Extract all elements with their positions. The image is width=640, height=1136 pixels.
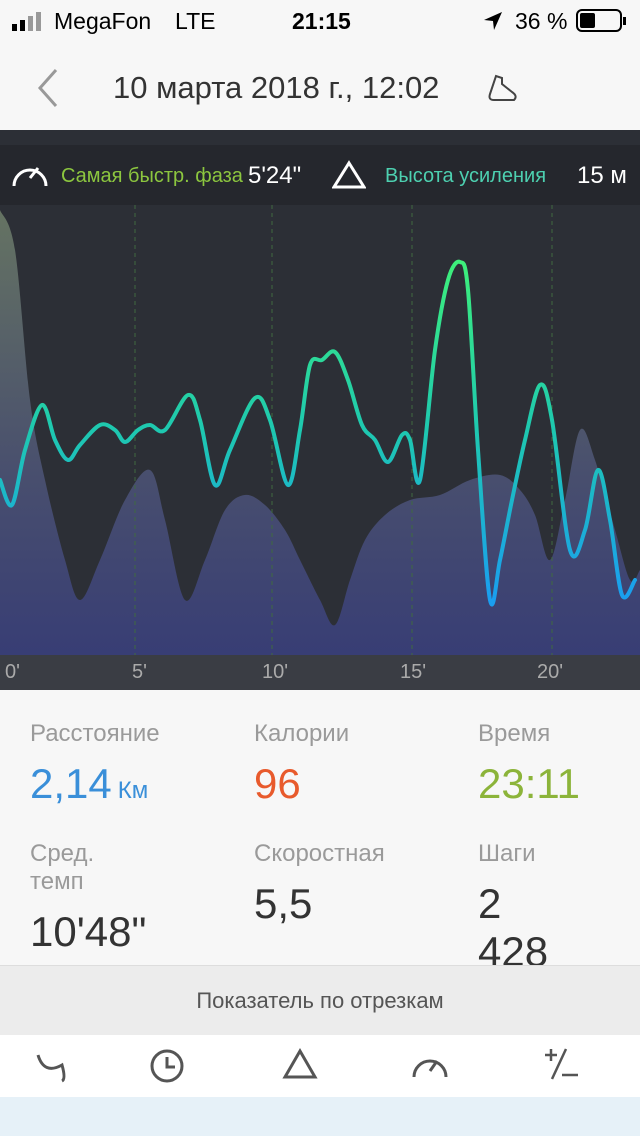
stat: Сред. темп 10'48"	[30, 840, 146, 956]
top-bar: MegaFon LTE 21:15 36 % 10 марта 2018 г.,…	[0, 0, 640, 130]
stat-label: Сред. темп	[30, 840, 95, 895]
diff-tab[interactable]	[545, 1048, 578, 1080]
stat: Калории 96	[254, 720, 349, 808]
stat-unit: Км	[117, 777, 149, 804]
title: 10 марта 2018 г., 12:02	[113, 70, 440, 105]
carrier: MegaFon	[54, 8, 152, 34]
stat-number: 5,5	[254, 880, 313, 927]
stat-value: 5,5	[254, 880, 385, 928]
signal-icon	[12, 12, 41, 31]
gain-label: Высота усиления	[385, 165, 547, 187]
clock: 21:15	[292, 8, 351, 34]
pace-line	[0, 259, 637, 607]
elevation-tab[interactable]	[282, 1047, 318, 1079]
pace-tab[interactable]	[412, 1059, 448, 1078]
gain-value: 15 м	[577, 162, 627, 189]
stat: Время 23:11	[478, 720, 580, 808]
stat-value: 10'48"	[30, 908, 146, 956]
speed-icon	[12, 167, 48, 187]
stat-number: 23:11	[478, 760, 580, 807]
x-tick-label: 0'	[5, 661, 20, 683]
elevation-icon	[332, 160, 366, 189]
time-tab[interactable]	[150, 1049, 184, 1083]
stat-value: 23:11	[478, 760, 580, 808]
chart-info-bar	[0, 145, 640, 205]
stat-value: 2 428	[478, 880, 548, 976]
chart: 0' 5' 10' 15' 20'	[0, 205, 640, 690]
location-icon	[484, 12, 502, 30]
stat-number: 10'48"	[30, 908, 147, 955]
x-tick-label: 10'	[262, 661, 288, 683]
stat-label: Расстояние	[30, 720, 160, 747]
chart-panel: Самая быстр. фаза 5'24" Высота усиления …	[0, 130, 640, 690]
stat: Расстояние 2,14 Км	[30, 720, 160, 808]
x-axis-band	[0, 655, 640, 690]
stat-value: 96	[254, 760, 349, 808]
stat-label: Шаги	[478, 840, 536, 867]
elevation-area	[0, 210, 640, 655]
route-tab[interactable]	[36, 1054, 66, 1083]
stat-label: Время	[478, 720, 551, 747]
segments-title: Показатель по отрезкам	[0, 965, 640, 1036]
battery-level: 36 %	[515, 8, 568, 34]
stat-number: 96	[254, 760, 301, 807]
tab-bar[interactable]	[0, 1035, 640, 1097]
stat: Скоростная 5,5	[254, 840, 385, 928]
network: LTE	[175, 8, 216, 34]
stat-label: Калории	[254, 720, 350, 747]
x-tick-label: 15'	[400, 661, 426, 683]
stat-label: Скоростная	[254, 840, 385, 867]
stat: Шаги 2 428	[478, 840, 548, 976]
fastest-value: 5'24"	[248, 162, 302, 189]
fastest-label: Самая быстр. фаза	[61, 165, 243, 187]
x-tick-label: 20'	[537, 661, 563, 683]
stat-number: 2 428	[478, 880, 549, 975]
stat-number: 2,14	[30, 760, 112, 807]
segment-row	[0, 1097, 640, 1136]
x-tick-label: 5'	[132, 661, 147, 683]
battery-icon	[576, 9, 626, 32]
back-button[interactable]	[34, 68, 64, 108]
stat-value: 2,14 Км	[30, 760, 160, 808]
shoe-icon	[488, 74, 517, 101]
